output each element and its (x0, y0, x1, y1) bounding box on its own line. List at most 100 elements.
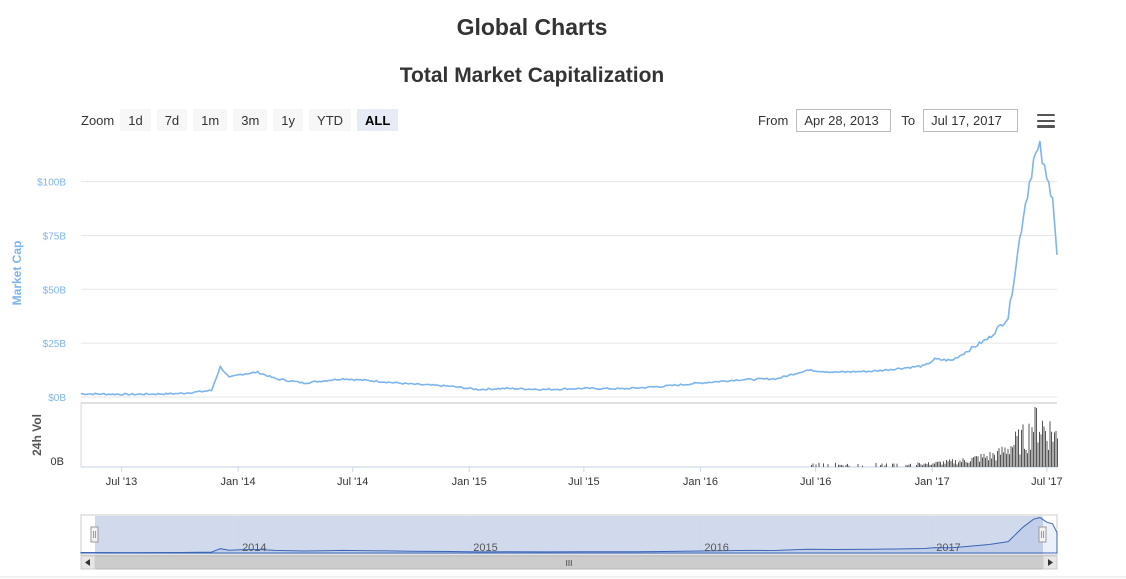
volume-bar (971, 458, 973, 467)
volume-bar (979, 461, 980, 467)
y-tick-label: $100B (37, 178, 66, 189)
volume-bar (823, 463, 824, 467)
volume-bar (940, 461, 941, 467)
volume-bar (961, 462, 962, 467)
volume-bar (937, 461, 938, 467)
x-tick-label: Jul '15 (568, 476, 599, 488)
navigator-series-line (80, 517, 1058, 554)
navigator-left-handle[interactable] (90, 526, 99, 543)
volume-bar (838, 464, 839, 467)
volume-bar (973, 457, 974, 467)
zoom-1y-button[interactable]: 1y (273, 109, 304, 131)
volume-bar (893, 463, 895, 467)
from-date-input[interactable]: Apr 28, 2013 (796, 109, 892, 132)
volume-bar (842, 465, 844, 467)
volume-bar (1042, 420, 1043, 467)
scrollbar-grip: III (566, 559, 573, 568)
volume-bar (968, 462, 970, 467)
x-tick-label: Jan '17 (915, 476, 950, 488)
volume-bar (955, 460, 956, 467)
navigator-year-label: 2015 (473, 542, 497, 554)
navigator-selected-range[interactable] (95, 516, 1043, 554)
navigator-year-label: 2016 (704, 542, 728, 554)
to-date-input[interactable]: Jul 17, 2017 (923, 109, 1019, 132)
y-axis-title: Market Cap (10, 241, 24, 306)
volume-bar (847, 463, 848, 467)
zoom-7d-button[interactable]: 7d (156, 109, 188, 131)
x-tick-label: Jul '13 (106, 476, 137, 488)
volume-bar (1048, 449, 1049, 467)
volume-bar (923, 463, 925, 467)
y-axis-ticks: $0B $25B $50B $75B $100B (37, 178, 66, 404)
volume-y-tick-0: 0B (51, 456, 64, 468)
volume-bar (841, 465, 842, 467)
zoom-1d-button[interactable]: 1d (120, 109, 151, 131)
date-range-selector: From Apr 28, 2013 To Jul 17, 2017 (758, 109, 1019, 132)
volume-bar (1027, 453, 1028, 467)
volume-bar (884, 465, 886, 467)
market-cap-series-line[interactable] (80, 140, 1058, 396)
volume-bar (1036, 408, 1037, 467)
volume-bar (941, 464, 943, 467)
volume-bar (938, 461, 940, 467)
volume-bar (1018, 429, 1019, 467)
volume-bar (1019, 454, 1021, 467)
volume-bar (932, 463, 934, 467)
x-tick-label: Jul '17 (1031, 476, 1062, 488)
volume-bar (1004, 447, 1006, 467)
zoom-3m-button[interactable]: 3m (233, 109, 268, 131)
zoom-ytd-button[interactable]: YTD (309, 109, 352, 131)
volume-bar (835, 462, 836, 467)
volume-bar (1016, 436, 1018, 467)
volume-bar (985, 457, 986, 467)
volume-bar (917, 462, 919, 467)
volume-bar (958, 462, 959, 467)
volume-bar (908, 464, 910, 467)
volume-bar (886, 463, 887, 467)
volume-bar (845, 464, 847, 467)
y-tick-label: $0B (48, 393, 66, 404)
zoom-all-button[interactable]: ALL (357, 109, 399, 131)
volume-bar (1030, 449, 1031, 467)
page-title: Global Charts (456, 14, 608, 40)
volume-bar (974, 456, 976, 467)
arrow-right-icon (1048, 559, 1053, 566)
navigator-year-label: 2014 (242, 542, 266, 554)
zoom-1m-button[interactable]: 1m (193, 109, 228, 131)
volume-bar (928, 462, 929, 467)
market-cap-points (80, 149, 1058, 395)
volume-bar (962, 458, 964, 467)
navigator-year-label: 2017 (936, 542, 960, 554)
navigator-right-handle[interactable] (1038, 526, 1047, 543)
volume-bar (944, 463, 946, 467)
volume-bar (992, 453, 994, 467)
volume-bar (950, 460, 952, 467)
volume-bar (875, 463, 877, 467)
volume-bar (986, 455, 988, 467)
volume-bar (815, 464, 817, 467)
zoom-label: Zoom (81, 112, 115, 128)
volume-bar (947, 461, 949, 467)
volume-bar (1009, 454, 1010, 467)
volume-bar (1037, 442, 1039, 467)
volume-bar (880, 465, 881, 467)
volume-bar (1007, 448, 1009, 467)
volume-bar (1049, 421, 1051, 467)
y-gridlines (81, 181, 1057, 398)
scrollbar[interactable]: III (80, 555, 1058, 570)
volume-bar (994, 454, 995, 467)
volume-bar (952, 459, 953, 467)
volume-bar (1046, 440, 1048, 467)
hamburger-menu-icon[interactable] (1037, 114, 1055, 128)
navigator[interactable]: 2014 2015 2016 2017 (80, 514, 1058, 556)
volume-bar (934, 463, 935, 467)
volume-bar (931, 464, 932, 467)
volume-bar (1033, 432, 1034, 467)
volume-bar (839, 464, 841, 467)
volume-bar (1012, 447, 1013, 467)
volume-bar (1057, 438, 1058, 467)
navigator-frame (80, 514, 1058, 556)
volume-bar (935, 461, 937, 467)
volume-bar (1024, 448, 1025, 467)
volume-bar (848, 465, 850, 467)
